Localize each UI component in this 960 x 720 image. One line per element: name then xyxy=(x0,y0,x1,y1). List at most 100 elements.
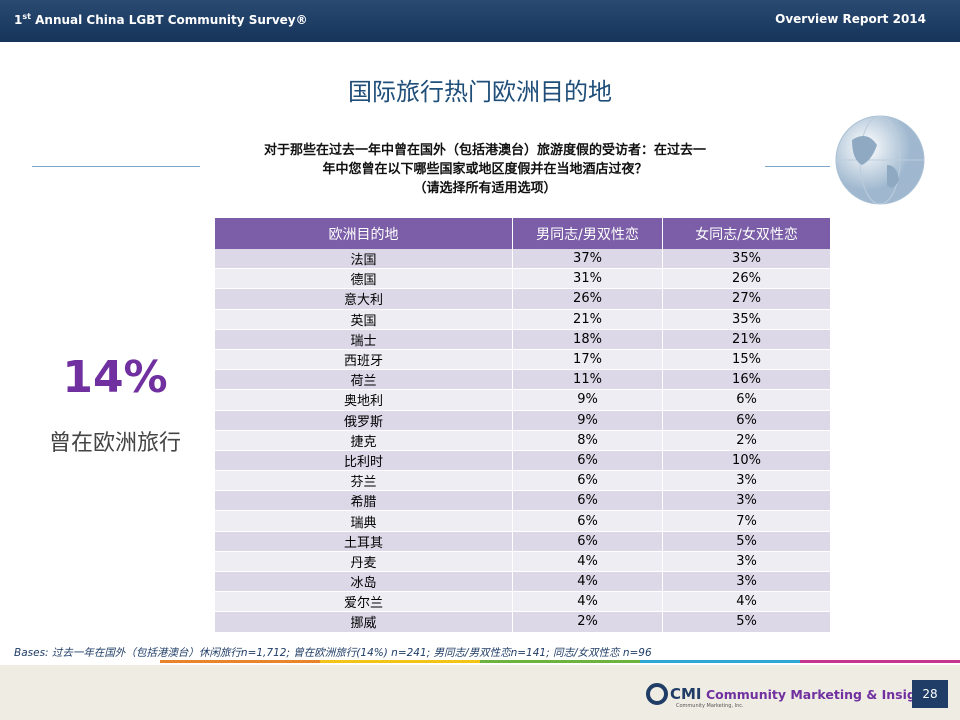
cell-destination: 瑞士 xyxy=(215,329,513,350)
cell-value: 8% xyxy=(512,430,663,451)
table-row: 瑞士 18% 21% xyxy=(215,329,831,350)
header-bar: 1st Annual China LGBT Community Survey® … xyxy=(0,0,960,42)
cell-value: 6% xyxy=(512,490,663,512)
cell-value: 35% xyxy=(662,249,831,270)
header-sup: st xyxy=(22,12,31,21)
column-header: 男同志/男双性恋 xyxy=(512,218,663,249)
cell-value: 6% xyxy=(662,410,831,431)
cell-value: 3% xyxy=(662,490,831,512)
table-row: 奥地利 9% 6% xyxy=(215,389,831,411)
cell-value: 4% xyxy=(512,551,663,573)
table-row: 瑞典 6% 7% xyxy=(215,510,831,532)
cell-destination: 希腊 xyxy=(215,490,513,512)
rule xyxy=(32,166,200,167)
table-header: 欧洲目的地 男同志/男双性恋 女同志/女双性恋 xyxy=(215,218,831,249)
cell-value: 35% xyxy=(662,309,831,330)
cell-value: 2% xyxy=(662,430,831,451)
cell-value: 3% xyxy=(662,551,831,573)
cell-value: 37% xyxy=(512,249,663,270)
footer: CMI Community Marketing & Insights Commu… xyxy=(0,665,960,720)
cell-destination: 奥地利 xyxy=(215,389,513,411)
cell-value: 4% xyxy=(662,591,831,613)
column-header: 欧洲目的地 xyxy=(215,218,513,249)
cell-value: 3% xyxy=(662,470,831,492)
rule xyxy=(765,166,830,167)
cell-value: 6% xyxy=(512,450,663,472)
cell-destination: 荷兰 xyxy=(215,369,513,391)
cell-value: 9% xyxy=(512,410,663,431)
highlight-value: 14% xyxy=(62,352,168,403)
table-row: 挪威 2% 5% xyxy=(215,611,831,633)
cell-destination: 法国 xyxy=(215,249,513,270)
logo-mark xyxy=(646,683,668,705)
table-row: 德国 31% 26% xyxy=(215,268,831,290)
cell-value: 27% xyxy=(662,288,831,310)
cell-destination: 爱尔兰 xyxy=(215,591,513,613)
table-row: 希腊 6% 3% xyxy=(215,490,831,512)
cell-value: 21% xyxy=(512,309,663,330)
table-row: 法国 37% 35% xyxy=(215,249,831,270)
cell-destination: 意大利 xyxy=(215,288,513,310)
cell-destination: 比利时 xyxy=(215,450,513,472)
table-row: 意大利 26% 27% xyxy=(215,288,831,310)
cell-destination: 瑞典 xyxy=(215,510,513,532)
slide-title: 国际旅行热门欧洲目的地 xyxy=(348,78,612,106)
cell-value: 15% xyxy=(662,349,831,371)
table-row: 芬兰 6% 3% xyxy=(215,470,831,492)
cell-value: 21% xyxy=(662,329,831,350)
table-row: 比利时 6% 10% xyxy=(215,450,831,472)
cell-value: 4% xyxy=(512,571,663,593)
question: 对于那些在过去一年中曾在国外（包括港澳台）旅游度假的受访者：在过去一 年中您曾在… xyxy=(200,141,770,198)
cell-value: 16% xyxy=(662,369,831,391)
cell-value: 9% xyxy=(512,389,663,411)
cell-destination: 冰岛 xyxy=(215,571,513,593)
cell-destination: 俄罗斯 xyxy=(215,410,513,431)
cell-destination: 捷克 xyxy=(215,430,513,451)
company-small: Community Marketing, Inc. xyxy=(676,703,744,709)
table-row: 英国 21% 35% xyxy=(215,309,831,330)
table-row: 捷克 8% 2% xyxy=(215,430,831,451)
table-row: 俄罗斯 9% 6% xyxy=(215,410,831,431)
table-row: 土耳其 6% 5% xyxy=(215,531,831,552)
table-row: 丹麦 4% 3% xyxy=(215,551,831,573)
cell-value: 26% xyxy=(662,268,831,290)
table-row: 冰岛 4% 3% xyxy=(215,571,831,593)
table-row: 荷兰 11% 16% xyxy=(215,369,831,391)
cell-destination: 土耳其 xyxy=(215,531,513,552)
cell-value: 2% xyxy=(512,611,663,633)
bases-note: Bases: 过去一年在国外（包括港澳台）休闲旅行n=1,712; 曾在欧洲旅行… xyxy=(14,647,652,659)
company-name: Community Marketing & Insights xyxy=(706,687,939,702)
cell-value: 6% xyxy=(512,470,663,492)
cell-value: 5% xyxy=(662,611,831,633)
header-text: Annual China LGBT Community Survey® xyxy=(30,13,308,27)
cell-value: 4% xyxy=(512,591,663,613)
globe xyxy=(835,115,925,205)
cell-value: 7% xyxy=(662,510,831,532)
cell-destination: 西班牙 xyxy=(215,349,513,371)
cell-destination: 英国 xyxy=(215,309,513,330)
highlight-caption: 曾在欧洲旅行 xyxy=(48,431,181,456)
cell-value: 6% xyxy=(512,510,663,532)
cell-value: 26% xyxy=(512,288,663,310)
question-line: （请选择所有适用选项） xyxy=(413,181,557,196)
cell-value: 18% xyxy=(512,329,663,350)
header-number: 1 xyxy=(14,13,23,27)
cell-value: 11% xyxy=(512,369,663,391)
logo-text: CMI xyxy=(670,685,702,703)
table-body: 法国 37% 35% 德国 31% 26% 意大利 26% 27% 英国 21% 35% 瑞士 18% 21… xyxy=(215,249,831,633)
cell-value: 5% xyxy=(662,531,831,552)
cell-value: 31% xyxy=(512,268,663,290)
question-line: 年中您曾在以下哪些国家或地区度假并在当地酒店过夜？ xyxy=(322,162,648,177)
cell-value: 10% xyxy=(662,450,831,472)
header-left: 1st Annual China LGBT Community Survey® xyxy=(14,12,308,27)
table-row: 西班牙 17% 15% xyxy=(215,349,831,371)
cell-destination: 德国 xyxy=(215,268,513,290)
cell-destination: 挪威 xyxy=(215,611,513,633)
cell-destination: 芬兰 xyxy=(215,470,513,492)
cell-value: 6% xyxy=(662,389,831,411)
header-right: Overview Report 2014 xyxy=(775,12,926,26)
data-table: 欧洲目的地 男同志/男双性恋 女同志/女双性恋 法国 37% 35% 德国 31% 26% 意大… xyxy=(215,218,831,633)
question-line: 对于那些在过去一年中曾在国外（包括港澳台）旅游度假的受访者：在过去一 xyxy=(263,143,706,158)
column-header: 女同志/女双性恋 xyxy=(662,218,831,249)
